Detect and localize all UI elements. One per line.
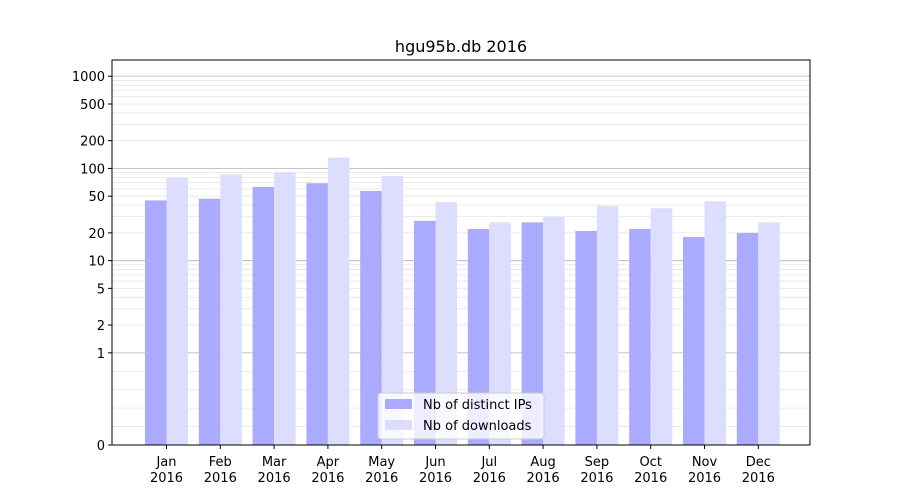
bar-distinct-ips [629, 229, 651, 445]
x-tick-label-month: Aug [530, 455, 555, 470]
bars [145, 157, 780, 446]
bar-distinct-ips [521, 222, 544, 445]
y-tick-label: 1000 [72, 70, 105, 85]
x-tick-label-year: 2016 [419, 471, 452, 486]
y-tick-label: 2 [97, 319, 105, 334]
x-tick-label-month: Jun [424, 455, 445, 470]
bar-downloads [381, 175, 404, 445]
bar-downloads [166, 177, 188, 445]
legend-box [377, 392, 545, 440]
bar-downloads [274, 172, 296, 446]
x-tick-label-month: Apr [317, 455, 340, 470]
x-tick-label-year: 2016 [527, 471, 560, 486]
x-tick-label-year: 2016 [473, 471, 506, 486]
bar-downloads [489, 222, 511, 445]
bar-distinct-ips [467, 229, 490, 445]
bar-downloads [596, 206, 619, 445]
x-tick-label-month: Jan [155, 455, 176, 470]
y-tick-label: 500 [80, 98, 105, 113]
bar-distinct-ips [145, 200, 167, 445]
bar-distinct-ips [414, 220, 436, 445]
y-tick-label: 100 [80, 162, 105, 177]
x-tick-label-month: Nov [692, 455, 718, 470]
legend-label-downloads: Nb of downloads [423, 419, 532, 434]
y-tick-label: 20 [88, 227, 105, 242]
x-axis: Jan2016Feb2016Mar2016Apr2016May2016Jun20… [150, 445, 775, 486]
chart-title: hgu95b.db 2016 [395, 37, 527, 56]
x-tick-label-year: 2016 [688, 471, 721, 486]
x-tick-label-month: Mar [262, 455, 287, 470]
x-tick-label-year: 2016 [634, 471, 667, 486]
x-tick-label-month: Oct [639, 455, 661, 470]
x-tick-label-month: May [368, 455, 395, 470]
bar-distinct-ips [736, 232, 759, 445]
y-tick-label: 5 [97, 282, 105, 297]
y-tick-label: 10 [88, 255, 105, 270]
bar-distinct-ips [575, 230, 597, 445]
x-tick-label-year: 2016 [742, 471, 775, 486]
legend-label-distinct-ips: Nb of distinct IPs [423, 398, 532, 413]
bar-downloads [704, 201, 726, 445]
bar-distinct-ips [252, 186, 275, 445]
x-tick-label-month: Jul [480, 455, 497, 470]
bar-downloads [543, 216, 565, 445]
x-tick-label-month: Feb [209, 455, 232, 470]
x-tick-label-year: 2016 [258, 471, 291, 486]
x-tick-label-year: 2016 [150, 471, 183, 486]
bar-distinct-ips [683, 237, 705, 445]
y-tick-label: 1 [97, 347, 105, 362]
y-axis: 0 1 2 5 10 20 50 100 200 500 1000 [72, 70, 112, 454]
legend: Nb of distinct IPs Nb of downloads [377, 392, 545, 440]
x-tick-label-month: Sep [585, 455, 610, 470]
bar-downloads [650, 208, 673, 445]
bar-downloads [220, 174, 242, 445]
bar-distinct-ips [306, 183, 328, 445]
x-tick-label-year: 2016 [204, 471, 237, 486]
legend-swatch-downloads [385, 420, 412, 430]
x-tick-label-year: 2016 [311, 471, 344, 486]
legend-swatch-distinct-ips [385, 399, 412, 409]
bar-distinct-ips [198, 198, 221, 445]
x-tick-label-year: 2016 [365, 471, 398, 486]
y-tick-label: 200 [80, 135, 105, 150]
bar-distinct-ips [360, 190, 382, 445]
bar-downloads [435, 202, 457, 445]
x-tick-label-month: Dec [746, 455, 771, 470]
bar-downloads [327, 157, 350, 445]
x-tick-label-year: 2016 [580, 471, 613, 486]
y-tick-label: 50 [88, 190, 105, 205]
bar-downloads [758, 222, 780, 445]
y-tick-label: 0 [97, 439, 105, 454]
plot-frame [111, 59, 811, 446]
